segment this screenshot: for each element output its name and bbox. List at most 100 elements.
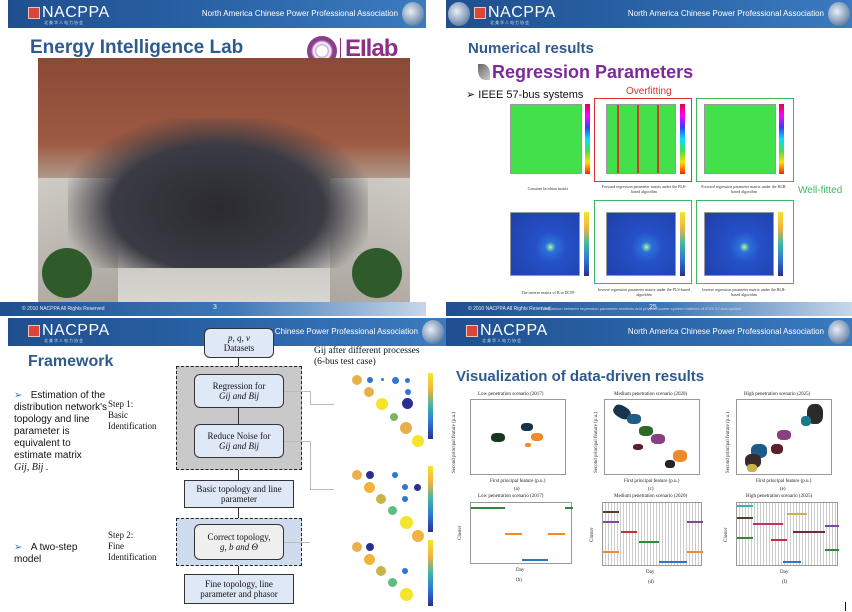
flow-arrow [238, 470, 239, 480]
step2-line2: Fine [108, 540, 125, 551]
matrix-dot [352, 542, 362, 552]
correct-line1: Correct topology, [207, 531, 271, 542]
logo-subtext: 北美华人电力协会 [490, 20, 530, 25]
cluster-points [777, 430, 791, 440]
panel-tag-a: (a) [514, 487, 520, 492]
cluster-segment [787, 513, 807, 515]
cluster-segment [825, 525, 839, 527]
globe-icon-left [448, 2, 470, 26]
text-cursor [845, 602, 846, 611]
eilab-text: EIlab [345, 35, 398, 62]
wellfitted-frame-top [696, 98, 794, 182]
matrix-dot [388, 578, 397, 587]
logo-text: NACPPA [480, 322, 548, 339]
cluster-segment [548, 533, 565, 535]
logo-divider [340, 38, 341, 66]
overfitting-frame [594, 98, 692, 182]
datasets-vars: p, q, v [228, 332, 250, 343]
step1-line2: Basic [108, 409, 128, 420]
box-fine-topology: Fine topology, line parameter and phasor [184, 574, 294, 604]
arrow-bullet-icon: ➢ [14, 390, 26, 401]
cluster-segment [603, 521, 619, 523]
slide-energy-intelligence-lab[interactable]: NACPPA 北美华人电力协会 North America Chinese Pow… [0, 0, 426, 316]
slide-framework[interactable]: NACPPA 北美华人电力协会 North America Chinese Pow… [0, 318, 446, 612]
cluster-points [531, 433, 543, 441]
panel-tag-d: (d) [648, 580, 654, 585]
matrix-dot [366, 543, 374, 551]
cluster-points [525, 443, 531, 447]
association-name: North America Chinese Power Professional… [627, 9, 824, 18]
flow-arrow [238, 566, 239, 574]
globe-icon [828, 320, 850, 344]
cluster-segment [737, 537, 753, 539]
matrix-dot [402, 398, 413, 409]
matrix-dot [392, 472, 398, 478]
regression-line2: Gij and Bij [219, 391, 259, 401]
cluster-points [673, 450, 687, 462]
globe-icon [402, 2, 424, 26]
cluster-points [801, 416, 811, 426]
connector-line [284, 441, 310, 442]
slide-visualization[interactable]: NACPPA 北美华人电力协会 North America Chinese Pow… [446, 318, 852, 612]
gij-title-line2: (6-bus test case) [314, 357, 376, 368]
gij-title: Gij after different processes (6-bus test… [314, 346, 420, 369]
matrix-dot [364, 482, 375, 493]
wellfitted-frame-pls-inverse [594, 200, 692, 284]
matrix-dot [402, 568, 408, 574]
plant-left [42, 248, 92, 298]
cluster-points [491, 433, 505, 442]
association-name: North America Chinese Power Professional… [221, 327, 418, 336]
cluster-segment [659, 561, 687, 563]
overfitting-label: Overfitting [626, 86, 672, 97]
scatter-chart-high [736, 399, 832, 475]
ylabel-cluster: Cluster [724, 527, 729, 542]
matrix-dot [400, 516, 413, 529]
caption-blr-forward: Forward regression parameter matrix unde… [701, 184, 787, 194]
step2-label: Step 2: Fine Identification [108, 530, 156, 562]
slide-header: NACPPA 北美华人电力协会 North America Chinese Pow… [446, 0, 852, 28]
matrix-dot [376, 494, 386, 504]
arrow-bullet-icon: ➢ [466, 89, 479, 101]
chart-title-c: Medium penetration scenario (2020) [614, 392, 688, 397]
slide-numerical-results[interactable]: NACPPA 北美华人电力协会 North America Chinese Pow… [446, 0, 852, 316]
reduce-line1: Reduce Noise for [207, 430, 271, 441]
page-number: 25 [649, 304, 657, 311]
caption-inverse-b: The inverse matrix of B in DCPF [521, 290, 575, 295]
globe-icon [422, 320, 444, 344]
colorbar [585, 104, 590, 174]
logo-text: NACPPA [488, 4, 556, 21]
slide-title: Energy Intelligence Lab [30, 37, 244, 58]
panel-tag-b: (b) [516, 578, 522, 583]
step1-label: Step 1: Basic Identification [108, 399, 156, 431]
heatmap-pls-forward [606, 104, 676, 174]
slide-footer: © 2010 NACPPA All Rights Reserved Compar… [446, 302, 852, 316]
cluster-points [521, 423, 533, 431]
figure-caption: Comparison between regression parameter … [541, 306, 743, 311]
nacppa-emblem-icon [28, 7, 40, 19]
correlation-plot-correct-topology [350, 540, 426, 612]
matrix-dot [414, 484, 421, 491]
cluster-points [639, 426, 653, 436]
logo-subtext: 北美华人电力协会 [482, 338, 522, 343]
cluster-segment [825, 549, 839, 551]
connector-line [284, 391, 310, 392]
cluster-segment [737, 505, 753, 507]
flow-arrow [238, 508, 239, 518]
caption-pls-inverse: Inverse regression parameter matrix unde… [598, 287, 690, 297]
cluster-chart-high [736, 502, 839, 566]
bullet-two-step: ➢ A two-step model [14, 542, 104, 566]
nacppa-emblem-icon [28, 325, 40, 337]
nacppa-logo: NACPPA 北美华人电力协会 [28, 4, 110, 25]
matrix-dot [412, 530, 424, 542]
matrix-dot [402, 496, 408, 502]
ylabel-cluster: Cluster [458, 525, 463, 540]
bullet-text: IEEE 57-bus systems [478, 89, 584, 101]
nacppa-logo: NACPPA 北美华人电力协会 [474, 4, 556, 25]
cluster-points [633, 444, 643, 450]
matrix-dot [352, 470, 362, 480]
chart-title-a: Low penetration scenario (2017) [478, 392, 544, 397]
flow-arrow [238, 408, 239, 424]
correlation-plot-regression [350, 373, 426, 451]
cluster-points [651, 434, 665, 444]
connector-arrow [310, 489, 334, 490]
